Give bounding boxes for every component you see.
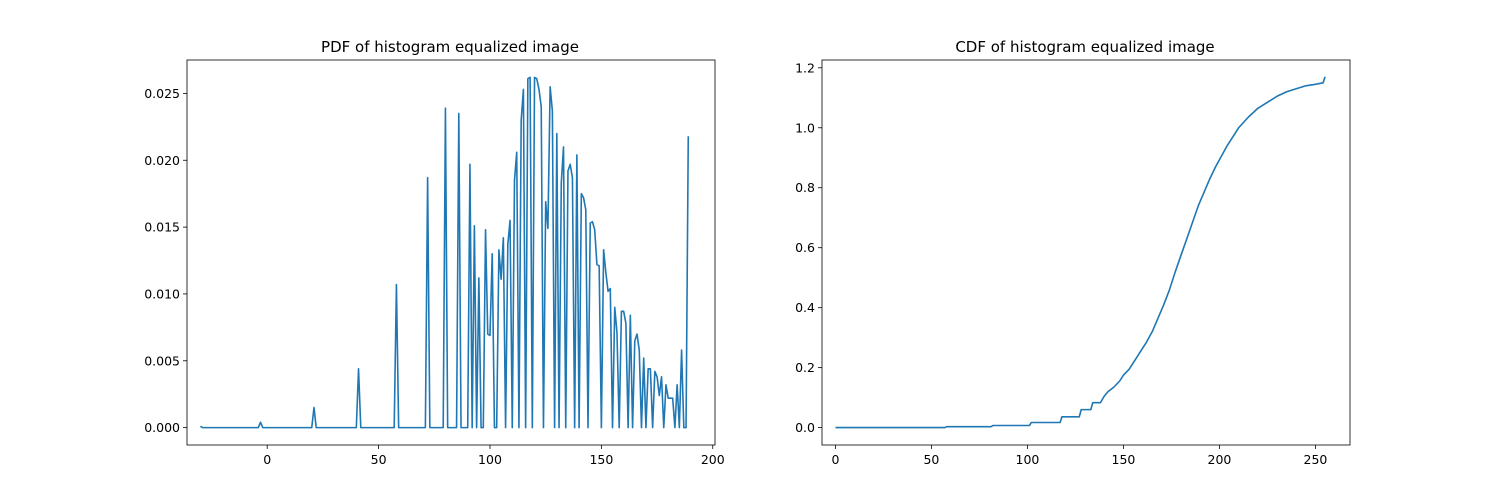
pdf-x-tick-label: 200 bbox=[701, 452, 725, 467]
cdf-x-tick-label: 0 bbox=[831, 452, 839, 467]
cdf-y-tick-label: 0.0 bbox=[795, 420, 815, 435]
cdf-x-tick-label: 100 bbox=[1016, 452, 1040, 467]
pdf-axes: PDF of histogram equalized image 0 50 100 1… bbox=[144, 38, 725, 467]
cdf-x-tick-label: 50 bbox=[923, 452, 939, 467]
cdf-series-line-0 bbox=[835, 76, 1326, 429]
pdf-x-tick-label: 50 bbox=[371, 452, 387, 467]
pdf-x-tick-label: 0 bbox=[263, 452, 271, 467]
cdf-axes: CDF of histogram equalized image 0 50 100 1… bbox=[795, 38, 1351, 467]
cdf-y-tick-label: 0.4 bbox=[795, 300, 815, 315]
pdf-series-line-0 bbox=[199, 76, 690, 429]
cdf-y-tick-label: 1.0 bbox=[795, 120, 815, 135]
cdf-axes-frame bbox=[821, 59, 1351, 446]
pdf-y-tick-label: 0.025 bbox=[144, 86, 180, 101]
cdf-x-tick-label: 250 bbox=[1304, 452, 1328, 467]
pdf-x-tick-label: 100 bbox=[478, 452, 502, 467]
pdf-plot-area: 0 50 100 150 200 0.000 0.005 0.010 0.015 0.020 0.0… bbox=[144, 59, 725, 467]
pdf-y-tick-label: 0.010 bbox=[144, 286, 180, 301]
pdf-chart-title: PDF of histogram equalized image bbox=[321, 38, 579, 56]
cdf-plot-area: 0 50 100 150 200 250 0.0 0.2 0.4 0.6 0.8 1.0 1.2 bbox=[795, 59, 1351, 467]
pdf-y-tick-label: 0.015 bbox=[144, 220, 180, 235]
pdf-y-tick-label: 0.000 bbox=[144, 420, 180, 435]
cdf-x-tick-label: 150 bbox=[1112, 452, 1136, 467]
cdf-x-tick-label: 200 bbox=[1208, 452, 1232, 467]
cdf-y-tick-label: 1.2 bbox=[795, 60, 815, 75]
cdf-y-tick-label: 0.6 bbox=[795, 240, 815, 255]
pdf-x-tick-label: 150 bbox=[589, 452, 613, 467]
pdf-y-tick-label: 0.005 bbox=[144, 353, 180, 368]
cdf-y-tick-label: 0.8 bbox=[795, 180, 815, 195]
cdf-y-tick-label: 0.2 bbox=[795, 360, 815, 375]
pdf-axes-frame bbox=[186, 59, 716, 446]
cdf-chart-title: CDF of histogram equalized image bbox=[955, 38, 1214, 56]
pdf-y-tick-label: 0.020 bbox=[144, 153, 180, 168]
